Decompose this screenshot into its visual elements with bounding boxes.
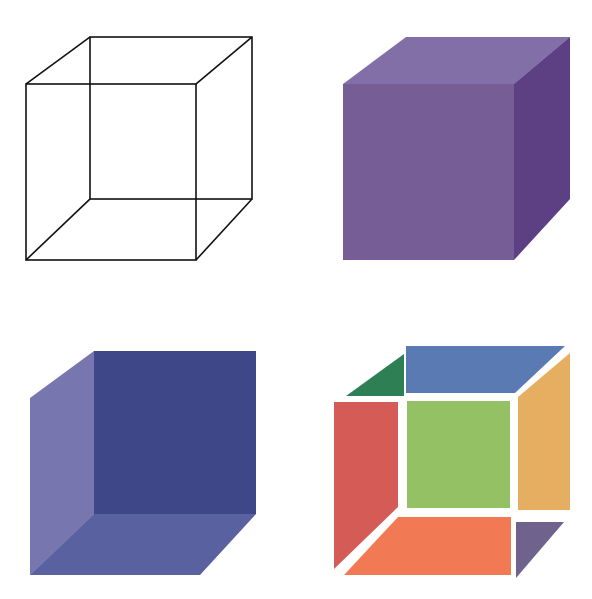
impossible-colored-cube xyxy=(334,346,570,578)
colored-cube-left-face xyxy=(334,402,398,569)
hollow-cube xyxy=(30,351,256,575)
wireframe-edge-bottom-right xyxy=(195,198,253,261)
wireframe-back-square xyxy=(89,36,253,200)
wireframe-cube xyxy=(25,36,253,261)
hollow-cube-back-face xyxy=(94,351,256,514)
colored-cube-top-left-corner xyxy=(346,354,404,396)
wireframe-edge-top-left xyxy=(25,36,91,85)
colored-cube-right-face xyxy=(518,353,570,510)
hollow-cube-left-face xyxy=(30,351,94,575)
hollow-cube-bottom-face xyxy=(30,514,256,575)
solid-cube-top-face xyxy=(343,37,570,84)
colored-cube-bottom-right-corner xyxy=(516,522,564,578)
solid-cube-side-face xyxy=(514,37,570,260)
colored-cube-bottom-face xyxy=(344,517,511,575)
solid-cube-front-face xyxy=(343,84,514,260)
colored-cube-top-face xyxy=(406,346,565,393)
wireframe-edge-top-right xyxy=(195,36,253,85)
wireframe-edge-bottom-left xyxy=(25,198,91,261)
wireframe-front-square xyxy=(25,83,197,261)
colored-cube-center-face xyxy=(407,401,510,508)
solid-cube xyxy=(343,37,570,260)
